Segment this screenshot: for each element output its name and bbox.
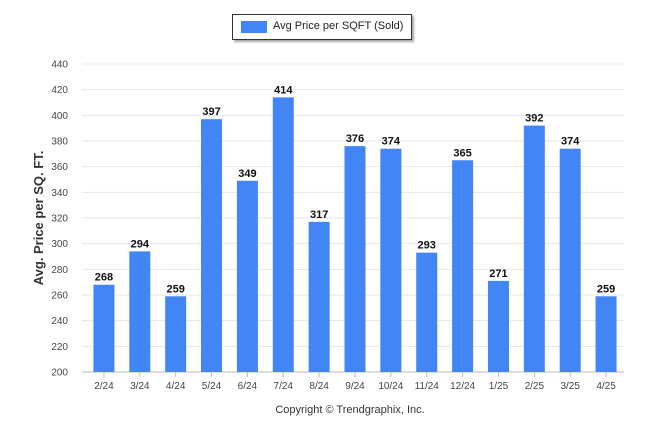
x-tick-label: 6/24	[238, 381, 258, 392]
data-label: 259	[166, 283, 184, 295]
x-tick-label: 2/24	[94, 381, 114, 392]
data-label: 317	[310, 209, 328, 221]
x-tick-label: 11/24	[415, 381, 440, 392]
bar	[93, 284, 115, 372]
x-tick-label: 9/24	[345, 381, 365, 392]
bar	[344, 146, 366, 372]
x-tick-label: 3/25	[560, 381, 580, 392]
data-label: 294	[131, 238, 150, 250]
y-tick-label: 420	[51, 85, 68, 96]
data-label: 392	[525, 113, 543, 125]
bar	[201, 119, 223, 372]
data-label: 376	[346, 133, 364, 145]
x-tick-label: 3/24	[130, 381, 150, 392]
data-label: 374	[561, 136, 580, 148]
y-tick-label: 220	[51, 342, 68, 353]
data-label: 414	[274, 84, 293, 96]
y-tick-label: 240	[51, 316, 68, 327]
y-tick-label: 260	[51, 291, 68, 302]
data-label: 365	[453, 147, 471, 159]
data-label: 349	[238, 168, 256, 180]
y-tick-label: 300	[51, 239, 68, 250]
bar	[236, 180, 258, 372]
data-label: 293	[418, 240, 436, 252]
bar	[523, 125, 545, 372]
x-tick-label: 8/24	[309, 381, 329, 392]
bar	[595, 296, 617, 372]
bar	[165, 296, 187, 372]
y-tick-label: 280	[51, 265, 68, 276]
data-label: 268	[95, 272, 113, 284]
bar	[380, 148, 402, 372]
y-tick-label: 320	[51, 214, 68, 225]
x-tick-label: 4/24	[166, 381, 186, 392]
x-tick-label: 4/25	[596, 381, 616, 392]
x-tick-label: 5/24	[202, 381, 222, 392]
legend-label: Avg Price per SQFT (Sold)	[273, 20, 404, 32]
chart-legend: Avg Price per SQFT (Sold)	[232, 14, 412, 40]
data-label: 259	[597, 283, 615, 295]
bar	[559, 148, 581, 372]
bar	[452, 160, 474, 372]
bar	[272, 97, 294, 372]
x-tick-label: 12/24	[450, 381, 475, 392]
data-label: 374	[382, 136, 401, 148]
y-tick-label: 440	[51, 60, 68, 71]
bar	[308, 221, 330, 372]
y-tick-label: 360	[51, 162, 68, 173]
x-tick-label: 1/25	[489, 381, 509, 392]
data-label: 397	[202, 106, 220, 118]
bar	[416, 252, 438, 372]
y-tick-label: 200	[51, 368, 68, 379]
y-tick-label: 380	[51, 137, 68, 148]
x-tick-label: 10/24	[378, 381, 403, 392]
bar	[487, 280, 509, 372]
x-tick-label: 7/24	[274, 381, 294, 392]
x-tick-label: 2/25	[525, 381, 545, 392]
data-label: 271	[489, 268, 507, 280]
y-tick-label: 340	[51, 188, 68, 199]
y-tick-label: 400	[51, 111, 68, 122]
legend-swatch	[241, 21, 267, 33]
bar	[129, 251, 151, 372]
y-axis-title: Avg. Price per SQ. FT.	[31, 151, 46, 286]
copyright-footer: Copyright © Trendgraphix, Inc.	[275, 404, 424, 416]
